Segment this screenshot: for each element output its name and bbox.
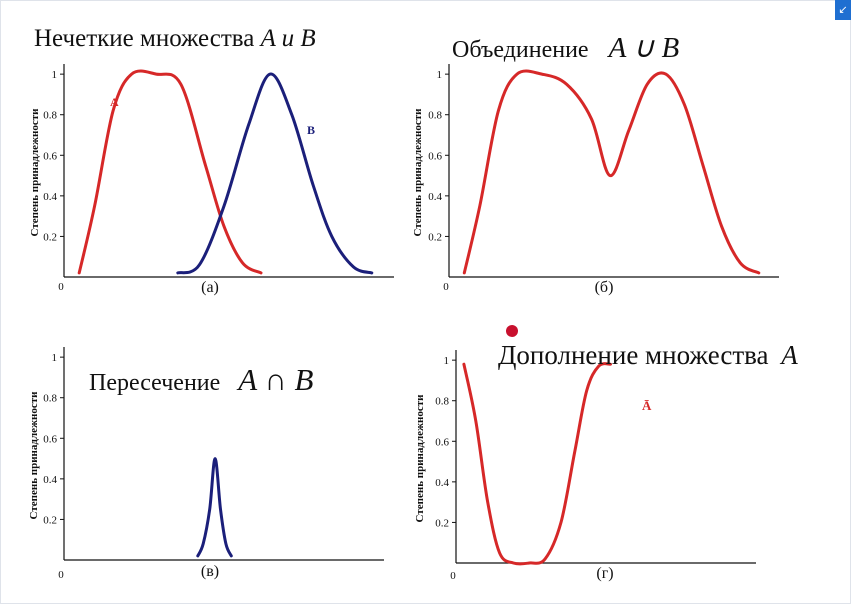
x-tick-label: 0	[58, 281, 64, 293]
title-a-prefix: Нечеткие множества	[34, 25, 255, 52]
y-tick-label: 1	[52, 352, 58, 364]
chart-panel-d: 0.2 0.4 0.6 0.8 1 0 Степень принадлежности (г)	[414, 350, 756, 582]
title-a: Нечеткие множества A и B	[34, 25, 316, 53]
panel-label: (б)	[595, 279, 614, 296]
title-d-prefix: Дополнение множества	[498, 340, 769, 370]
title-b-prefix: Объединение	[452, 37, 589, 63]
panel-label: (г)	[596, 565, 613, 582]
y-tick-label: 0.4	[43, 191, 57, 203]
y-tick-label: 0.6	[43, 433, 57, 445]
panel-label: (в)	[201, 563, 219, 580]
y-axis-label: Степень принадлежности	[412, 108, 424, 237]
series-label-B: B	[307, 123, 315, 137]
y-axis-label: Степень принадлежности	[414, 394, 426, 523]
x-tick-label: 0	[443, 281, 449, 293]
y-tick-label: 0.6	[43, 150, 57, 162]
y-tick-label: 0.2	[43, 514, 57, 526]
expand-icon[interactable]: ↙	[835, 0, 851, 20]
y-tick-label: 0.2	[435, 517, 449, 529]
chart-panel-a: 0.2 0.4 0.6 0.8 1 0 Степень принадлежности (а)	[29, 64, 394, 296]
y-tick-label: 1	[444, 355, 450, 367]
title-b: Объединение A ∪ B	[452, 30, 679, 65]
y-tick-label: 0.2	[43, 231, 57, 243]
y-tick-label: 0.4	[435, 477, 449, 489]
panel-label: (а)	[201, 279, 219, 296]
y-axis-label: Степень принадлежности	[28, 391, 40, 520]
y-tick-label: 0.4	[428, 191, 442, 203]
y-tick-label: 0.8	[43, 110, 57, 122]
series-line-B	[176, 72, 374, 275]
title-d: Дополнение множества A	[498, 340, 798, 371]
title-d-math: A	[781, 340, 798, 370]
chart-panel-c: 0.2 0.4 0.6 0.8 1 0 Степень принадлежности (в)	[28, 347, 384, 581]
y-tick-label: 0.8	[428, 110, 442, 122]
title-c-math: A ∩ B	[238, 362, 314, 397]
y-tick-label: 0.6	[435, 436, 449, 448]
y-tick-label: 0.8	[43, 393, 57, 405]
series-line-B	[196, 457, 233, 558]
red-dot-marker	[506, 325, 518, 337]
series-line-A	[77, 69, 263, 275]
title-c: Пересечение A ∩ B	[89, 362, 314, 398]
y-tick-label: 1	[52, 69, 58, 81]
x-tick-label: 0	[58, 569, 64, 581]
title-c-prefix: Пересечение	[89, 370, 221, 396]
y-tick-label: 0.4	[43, 474, 57, 486]
y-tick-label: 0.6	[428, 150, 442, 162]
y-tick-label: 0.2	[428, 231, 442, 243]
title-a-math: A и B	[260, 25, 316, 52]
y-tick-label: 1	[437, 69, 443, 81]
series-line-A	[462, 69, 761, 275]
y-axis-label: Степень принадлежности	[29, 108, 41, 237]
y-tick-label: 0.8	[435, 396, 449, 408]
series-label-A: A	[110, 95, 119, 109]
title-b-math: A ∪ B	[608, 32, 680, 64]
series-label-not-A: Ā	[642, 398, 652, 413]
x-tick-label: 0	[450, 570, 456, 582]
series-line-Ā	[462, 362, 612, 566]
chart-panel-b: 0.2 0.4 0.6 0.8 1 0 Степень принадлежности (б)	[412, 64, 779, 296]
